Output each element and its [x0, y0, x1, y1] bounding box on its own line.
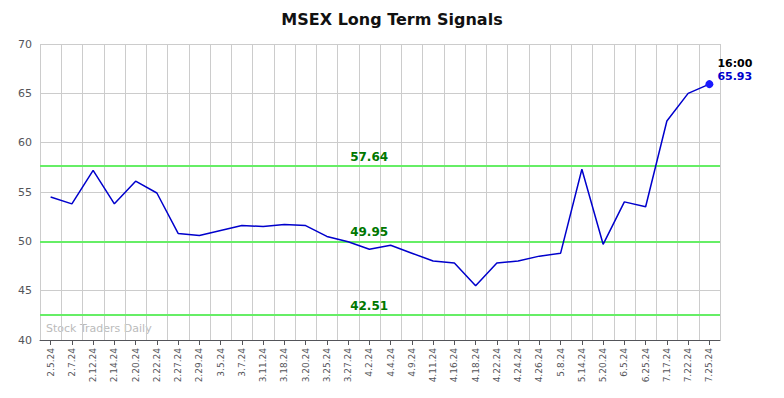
svg-text:50: 50	[18, 235, 32, 248]
svg-text:57.64: 57.64	[350, 150, 388, 164]
svg-text:2.12.24: 2.12.24	[88, 348, 98, 383]
svg-text:6.5.24: 6.5.24	[619, 348, 629, 377]
svg-text:7.17.24: 7.17.24	[662, 348, 672, 383]
svg-text:5.20.24: 5.20.24	[598, 348, 608, 383]
svg-text:4.22.24: 4.22.24	[492, 348, 502, 383]
svg-text:40: 40	[18, 334, 32, 347]
svg-text:2.22.24: 2.22.24	[152, 348, 162, 383]
svg-text:4.11.24: 4.11.24	[428, 348, 438, 383]
svg-text:65: 65	[18, 87, 32, 100]
svg-text:4.18.24: 4.18.24	[471, 348, 481, 383]
svg-text:6.25.24: 6.25.24	[641, 348, 651, 383]
svg-text:49.95: 49.95	[350, 225, 388, 239]
svg-text:2.14.24: 2.14.24	[109, 348, 119, 383]
svg-text:3.18.24: 3.18.24	[279, 348, 289, 383]
svg-text:5.8.24: 5.8.24	[556, 348, 566, 377]
svg-text:3.11.24: 3.11.24	[258, 348, 268, 383]
svg-text:7.25.24: 7.25.24	[704, 348, 714, 383]
svg-text:2.27.24: 2.27.24	[173, 348, 183, 383]
svg-text:2.7.24: 2.7.24	[67, 348, 77, 377]
svg-text:4.9.24: 4.9.24	[407, 348, 417, 377]
svg-text:4.16.24: 4.16.24	[449, 348, 459, 383]
svg-text:45: 45	[18, 284, 32, 297]
svg-text:3.20.24: 3.20.24	[301, 348, 311, 383]
svg-text:MSEX Long Term Signals: MSEX Long Term Signals	[281, 10, 502, 29]
svg-text:2.20.24: 2.20.24	[131, 348, 141, 383]
svg-text:Stock Traders Daily: Stock Traders Daily	[46, 322, 152, 335]
svg-text:42.51: 42.51	[350, 299, 388, 313]
svg-text:55: 55	[18, 186, 32, 199]
svg-text:16:00: 16:00	[717, 57, 752, 70]
svg-text:3.5.24: 3.5.24	[216, 348, 226, 377]
svg-text:2.5.24: 2.5.24	[46, 348, 56, 377]
svg-text:3.25.24: 3.25.24	[322, 348, 332, 383]
svg-text:60: 60	[18, 136, 32, 149]
svg-text:3.7.24: 3.7.24	[237, 348, 247, 377]
svg-text:4.2.24: 4.2.24	[364, 348, 374, 377]
svg-text:4.26.24: 4.26.24	[534, 348, 544, 383]
svg-text:4.4.24: 4.4.24	[386, 348, 396, 377]
svg-text:5.14.24: 5.14.24	[577, 348, 587, 383]
svg-text:4.24.24: 4.24.24	[513, 348, 523, 383]
svg-text:2.29.24: 2.29.24	[194, 348, 204, 383]
svg-text:65.93: 65.93	[717, 70, 752, 83]
svg-text:7.22.24: 7.22.24	[683, 348, 693, 383]
svg-text:3.27.24: 3.27.24	[343, 348, 353, 383]
svg-text:70: 70	[18, 38, 32, 51]
